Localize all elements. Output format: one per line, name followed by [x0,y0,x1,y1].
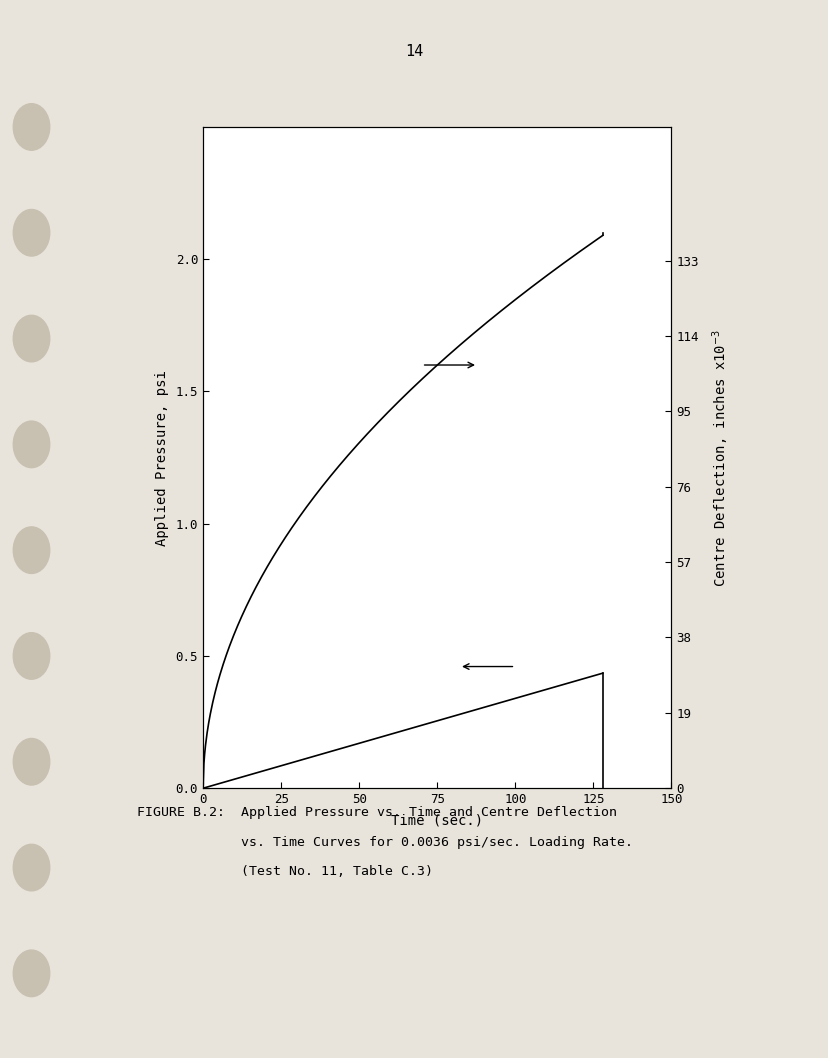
Text: 14: 14 [405,44,423,59]
Y-axis label: Centre Deflection, inches x10$^{-3}$: Centre Deflection, inches x10$^{-3}$ [709,329,729,586]
Text: vs. Time Curves for 0.0036 psi/sec. Loading Rate.: vs. Time Curves for 0.0036 psi/sec. Load… [137,836,632,849]
X-axis label: Time (sec.): Time (sec.) [391,813,483,827]
Y-axis label: Applied Pressure, psi: Applied Pressure, psi [155,369,169,546]
Text: (Test No. 11, Table C.3): (Test No. 11, Table C.3) [137,865,432,878]
Text: FIGURE B.2:  Applied Pressure vs. Time and Centre Deflection: FIGURE B.2: Applied Pressure vs. Time an… [137,806,616,819]
